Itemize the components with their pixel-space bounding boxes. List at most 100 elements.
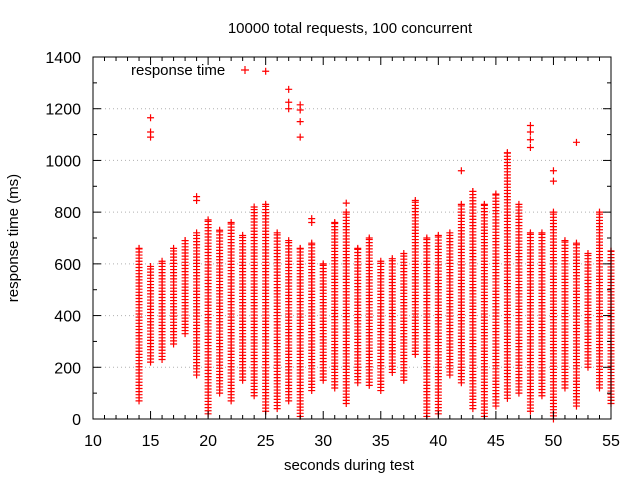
- data-column: [250, 203, 258, 400]
- data-point-outlier: [193, 193, 201, 201]
- data-column: [193, 193, 201, 379]
- data-column: [423, 234, 431, 420]
- data-column: [469, 187, 477, 413]
- chart-title: 10000 total requests, 100 concurrent: [228, 20, 473, 37]
- data-column: [434, 231, 442, 418]
- data-point: [331, 218, 339, 226]
- data-column: [515, 200, 523, 397]
- data-column: [170, 244, 178, 348]
- data-point: [480, 200, 488, 208]
- data-column: [204, 216, 212, 418]
- data-point-outlier: [296, 101, 304, 109]
- data-column: [342, 199, 350, 407]
- data-column: [365, 234, 373, 389]
- data-column: [492, 190, 500, 410]
- data-point: [365, 234, 373, 242]
- data-point: [492, 190, 500, 198]
- x-tick-label: 15: [142, 433, 160, 450]
- y-tick-labels: 0 200 400 600 800 1000 1200 1400: [45, 50, 81, 429]
- data-column: [388, 255, 396, 376]
- data-column: [572, 138, 580, 410]
- data-point-outlier: [285, 85, 293, 93]
- data-point: [515, 200, 523, 208]
- data-point-outlier: [285, 105, 293, 113]
- x-axis-title: seconds during test: [284, 457, 415, 474]
- data-column: [503, 149, 511, 402]
- x-tick-label: 25: [257, 433, 275, 450]
- data-point: [549, 208, 557, 216]
- legend: response time: [131, 62, 249, 79]
- x-tick-label: 45: [487, 433, 505, 450]
- data-point: [193, 229, 201, 237]
- data-column: [526, 122, 534, 415]
- data-point: [423, 234, 431, 242]
- data-column: [319, 260, 327, 384]
- data-column: [135, 244, 143, 405]
- data-column: [457, 167, 465, 387]
- x-tick-label: 10: [84, 433, 102, 450]
- legend-label: response time: [131, 62, 225, 79]
- data-point-outlier: [457, 167, 465, 175]
- data-point: [584, 250, 592, 258]
- data-point: [388, 255, 396, 263]
- y-tick-label: 800: [54, 205, 81, 222]
- data-column: [227, 218, 235, 405]
- data-point: [595, 208, 603, 216]
- data-point-outlier: [285, 98, 293, 106]
- data-point: [503, 149, 511, 157]
- y-tick-label: 0: [72, 412, 81, 429]
- data-point-outlier: [526, 136, 534, 144]
- data-column: [262, 67, 270, 415]
- data-point: [538, 229, 546, 237]
- data-point-outlier: [549, 177, 557, 185]
- data-column: [216, 226, 224, 397]
- x-tick-label: 30: [314, 433, 332, 450]
- data-point: [239, 231, 247, 239]
- data-point: [319, 260, 327, 268]
- data-column: [147, 114, 155, 366]
- data-point: [354, 244, 362, 252]
- data-column: [331, 218, 339, 392]
- data-point: [147, 262, 155, 270]
- data-point: [377, 257, 385, 265]
- data-point: [216, 226, 224, 234]
- data-point-outlier: [147, 114, 155, 122]
- data-point: [457, 200, 465, 208]
- data-point: [273, 229, 281, 237]
- x-tick-label: 35: [372, 433, 390, 450]
- y-axis-title: response time (ms): [5, 174, 22, 302]
- y-tick-label: 1400: [45, 50, 81, 67]
- data-point-outlier: [296, 118, 304, 126]
- x-tick-labels: 10 15 20 25 30 35 40 45 50 55: [84, 433, 620, 450]
- data-column: [411, 197, 419, 358]
- data-point: [285, 237, 293, 245]
- data-point-outlier: [526, 144, 534, 151]
- data-point: [296, 244, 304, 252]
- data-column: [273, 229, 281, 413]
- data-point: [526, 229, 534, 237]
- data-point: [262, 200, 270, 208]
- data-column: [584, 250, 592, 371]
- data-point-outlier: [308, 215, 316, 223]
- data-point-outlier: [572, 138, 580, 146]
- axis-ticks: [92, 56, 612, 420]
- data-point: [227, 218, 235, 226]
- data-point-outlier: [526, 122, 534, 130]
- data-column: [354, 244, 362, 387]
- x-tick-label: 20: [199, 433, 217, 450]
- data-point: [250, 203, 258, 211]
- data-point: [308, 239, 316, 247]
- data-point: [170, 244, 178, 252]
- y-tick-label: 200: [54, 360, 81, 377]
- data-column: [296, 101, 304, 420]
- data-point: [400, 250, 408, 258]
- data-column: [377, 257, 385, 395]
- data-point: [158, 257, 166, 265]
- data-point: [342, 208, 350, 216]
- data-column: [561, 237, 569, 392]
- data-point-outlier: [526, 128, 534, 136]
- data-column: [595, 208, 603, 392]
- data-point: [434, 231, 442, 239]
- data-point: [469, 187, 477, 195]
